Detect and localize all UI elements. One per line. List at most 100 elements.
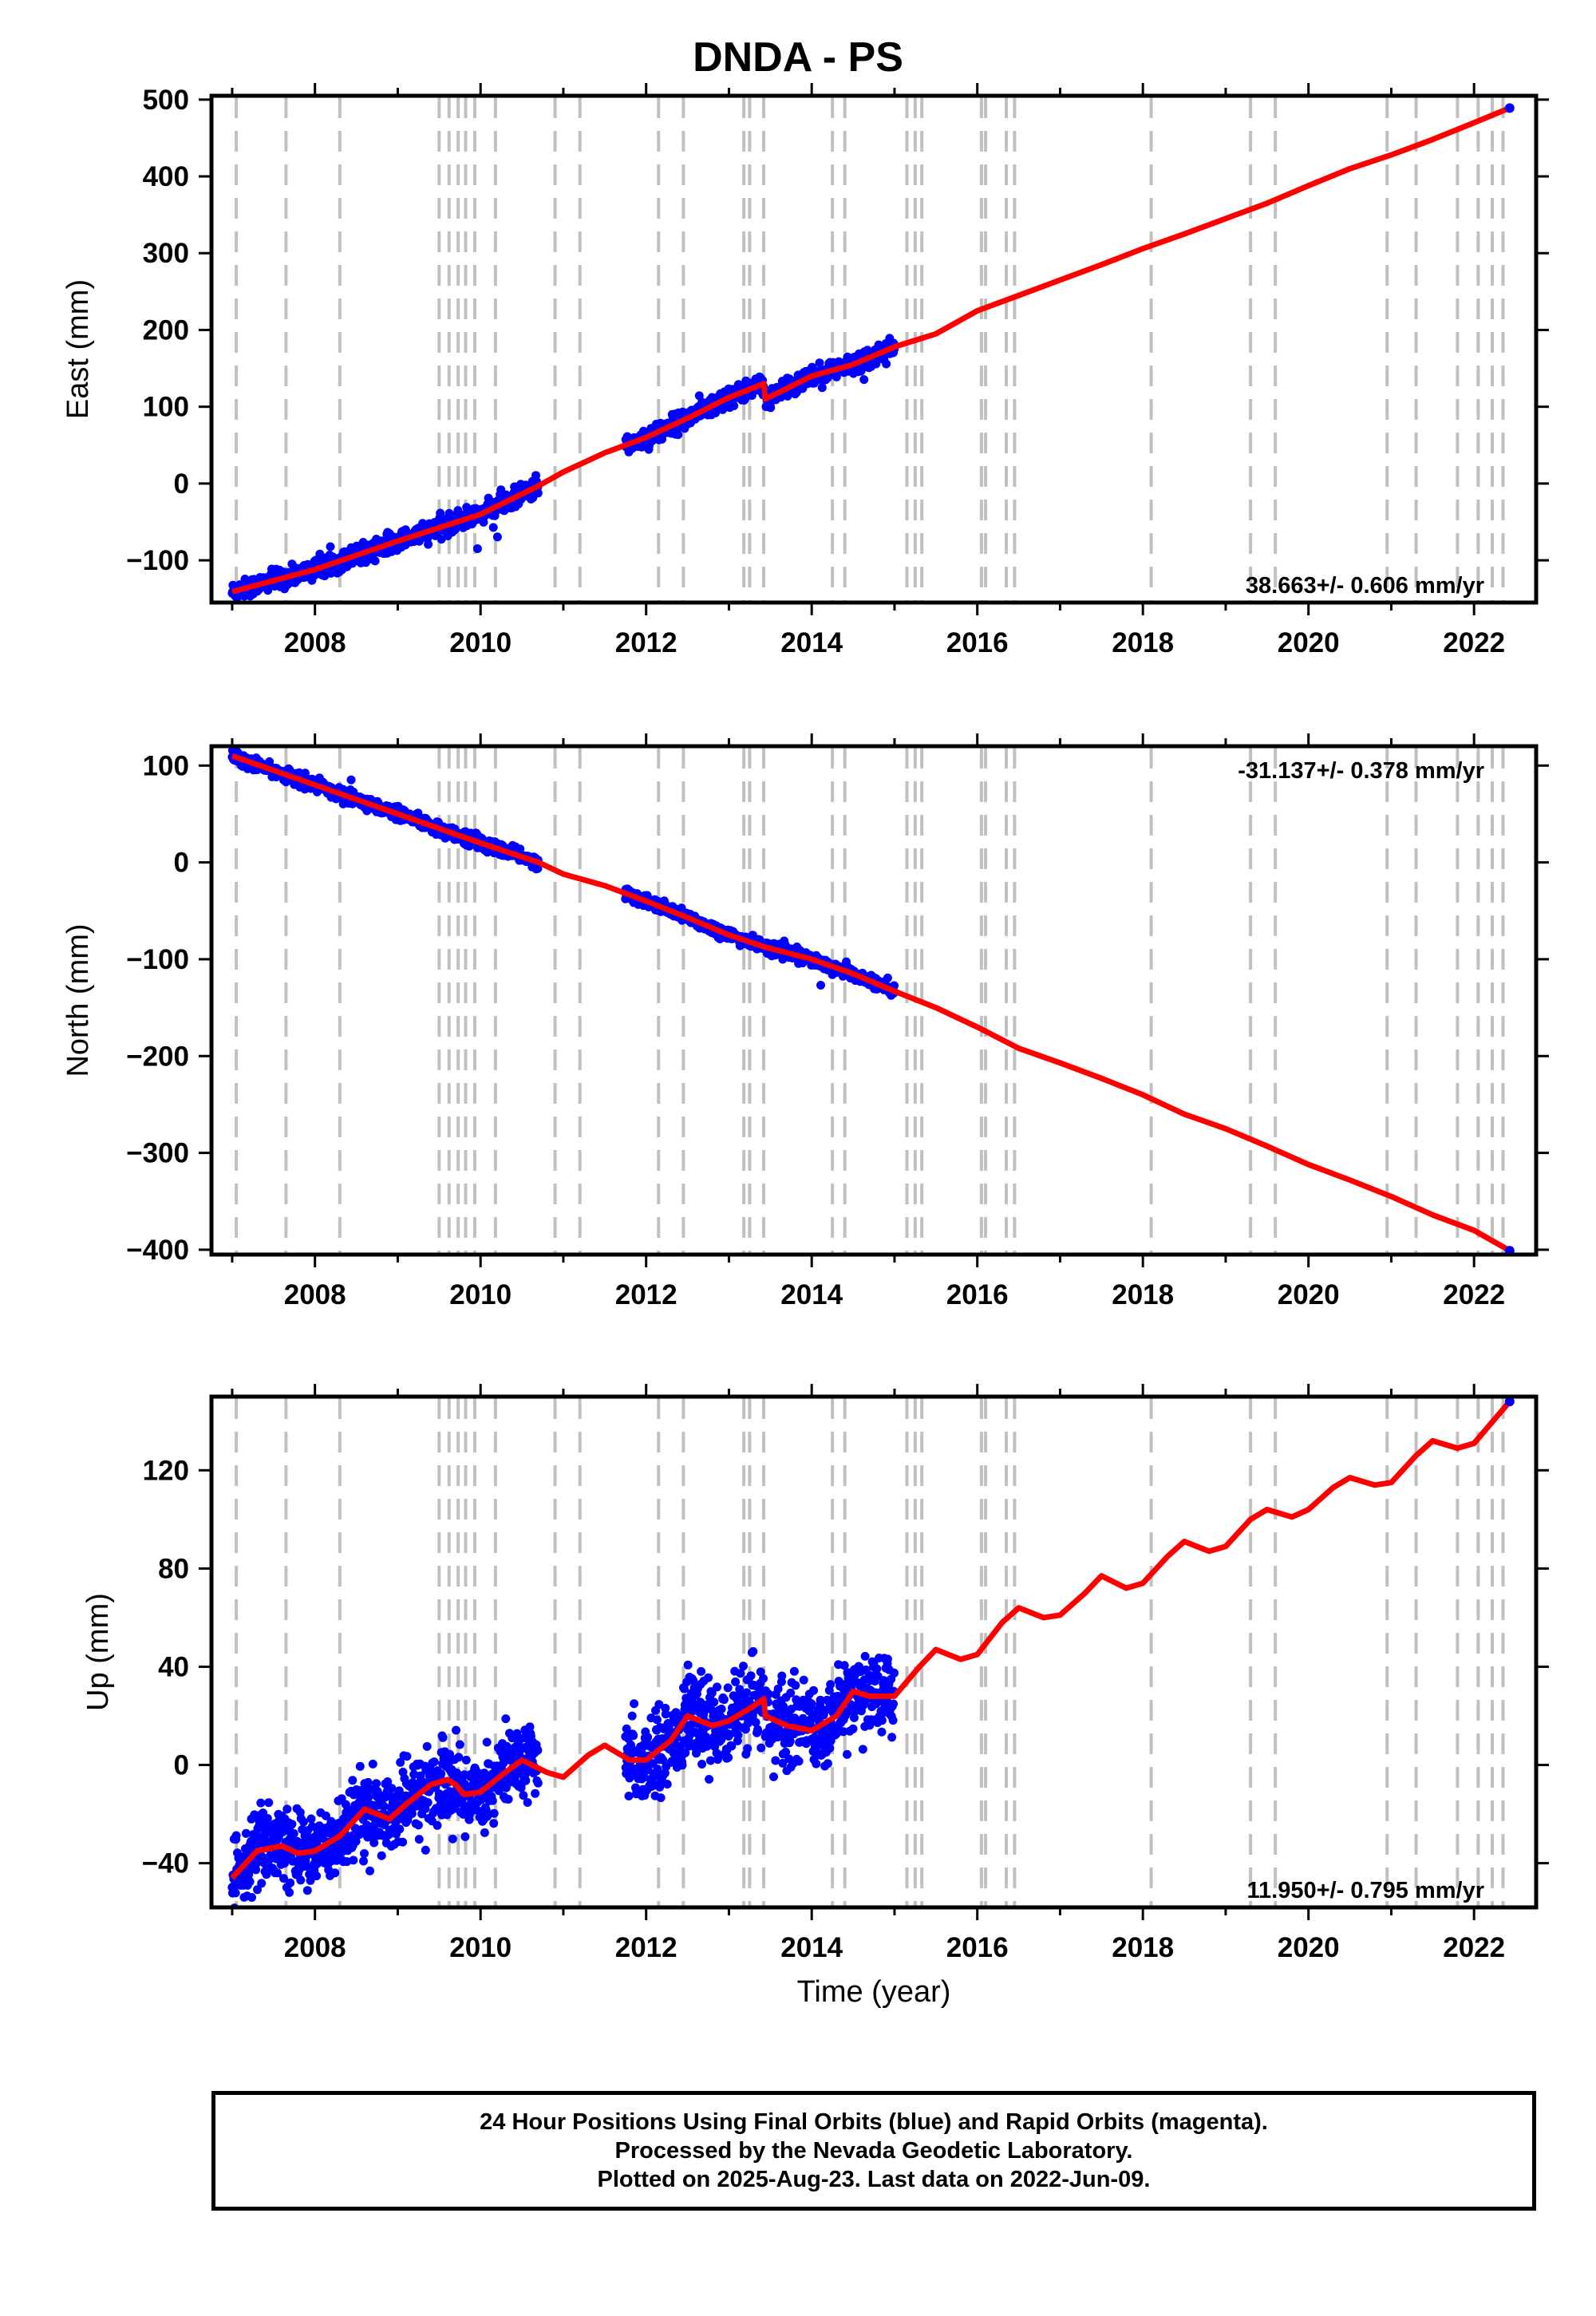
caption-line-1: 24 Hour Positions Using Final Orbits (bl…	[480, 2109, 1268, 2135]
up-data-point	[746, 1671, 756, 1681]
up-data-point	[279, 1874, 288, 1883]
up-xtick-label: 2010	[449, 1932, 512, 1963]
up-data-point	[785, 1737, 795, 1746]
up-data-point	[533, 1745, 543, 1755]
up-data-point	[749, 1646, 758, 1656]
up-data-point	[350, 1824, 360, 1833]
up-data-point	[872, 1664, 882, 1674]
up-data-point	[769, 1772, 778, 1781]
up-data-point	[330, 1868, 340, 1878]
up-data-point	[678, 1761, 687, 1770]
up-data-point	[402, 1752, 412, 1761]
up-data-point	[368, 1759, 377, 1769]
up-data-point	[250, 1810, 259, 1820]
up-panel: 2008 2010 2012 2014 2016 2018 2020 2022−4004080…	[81, 1384, 1549, 2009]
up-data-point	[662, 1780, 672, 1789]
north-data-point	[346, 775, 356, 785]
north-data-point	[533, 864, 543, 873]
up-data-point	[689, 1676, 698, 1686]
up-frame	[209, 1394, 1539, 1910]
up-data-point	[231, 1831, 241, 1840]
up-xtick-label: 2008	[284, 1932, 346, 1963]
east-ytick-label: 0	[174, 468, 189, 500]
up-data-point	[489, 1819, 499, 1828]
east-data-point	[729, 401, 739, 410]
up-data-point	[233, 1935, 242, 1944]
up-data-point	[501, 1714, 511, 1724]
up-data-point	[713, 1755, 722, 1765]
up-data-point	[839, 1661, 849, 1670]
up-data-point	[627, 1711, 637, 1721]
east-xtick-label: 2012	[615, 627, 678, 658]
up-data-point	[781, 1747, 791, 1757]
east-data-point	[453, 506, 463, 516]
up-data-point	[791, 1681, 800, 1690]
up-data-point	[296, 1875, 306, 1885]
north-ytick-label: −200	[126, 1041, 189, 1072]
up-ytick-label: 0	[174, 1750, 189, 1781]
up-data-point	[231, 1888, 240, 1898]
up-data-point	[778, 1758, 788, 1768]
up-data-point	[263, 1814, 272, 1823]
east-xtick-label: 2008	[284, 627, 346, 658]
up-data-point	[257, 1879, 267, 1888]
up-data-point	[807, 1699, 816, 1709]
up-data-point	[321, 1811, 330, 1820]
up-data-point	[839, 1727, 848, 1737]
up-data-point	[253, 1885, 262, 1895]
up-data-point	[743, 1744, 753, 1753]
up-xtick-label: 2018	[1112, 1932, 1174, 1963]
up-data-point	[739, 1662, 748, 1671]
east-model-line	[231, 105, 1511, 595]
east-data-point	[472, 544, 482, 553]
up-data-point	[396, 1757, 405, 1767]
up-data-point	[256, 1798, 266, 1808]
up-data-point	[379, 1801, 389, 1811]
up-data-point	[697, 1760, 707, 1769]
up-data-point	[658, 1755, 667, 1765]
caption-box: 24 Hour Positions Using Final Orbits (bl…	[211, 2091, 1536, 2211]
east-rate-label: 38.663+/- 0.606 mm/yr	[1246, 573, 1484, 599]
up-data-point	[890, 1668, 899, 1678]
up-data-point	[661, 1709, 670, 1719]
up-data-point	[359, 1856, 368, 1866]
up-data-point	[751, 1717, 760, 1727]
up-data-point	[724, 1753, 733, 1762]
east-data-point	[488, 523, 498, 532]
up-data-point	[848, 1724, 858, 1733]
up-data-point	[306, 1814, 316, 1824]
up-data-point	[521, 1776, 531, 1785]
up-data-point	[826, 1680, 836, 1690]
up-data-point	[363, 1777, 373, 1787]
up-data-point	[422, 1741, 432, 1751]
up-data-point	[652, 1715, 662, 1725]
gps-timeseries-figure: 2008 2010 2012 2014 2016 2018 2020 2022−1000100…	[61, 83, 1549, 2009]
up-data-point	[705, 1756, 715, 1765]
up-data-point	[849, 1713, 859, 1722]
up-data-point	[349, 1856, 358, 1865]
north-xtick-label: 2020	[1278, 1279, 1340, 1310]
up-data-point	[394, 1786, 404, 1796]
east-data-point	[533, 488, 543, 498]
up-data-point	[843, 1749, 851, 1759]
up-data-point	[421, 1845, 430, 1855]
east-panel: 2008 2010 2012 2014 2016 2018 2020 2022−1000100…	[61, 83, 1549, 658]
up-data-point	[630, 1699, 639, 1709]
up-data-point	[643, 1733, 653, 1742]
up-data-point	[289, 1829, 298, 1838]
up-data-point	[825, 1744, 835, 1753]
up-data-point	[705, 1775, 714, 1784]
up-xtick-label: 2020	[1278, 1932, 1340, 1963]
up-data-point	[429, 1757, 439, 1767]
up-data-point	[264, 1798, 274, 1808]
up-data-point	[773, 1684, 783, 1694]
up-data-point	[697, 1666, 706, 1676]
east-xtick-label: 2022	[1443, 627, 1505, 658]
up-data-point	[504, 1795, 513, 1804]
up-xtick-label: 2022	[1443, 1932, 1505, 1963]
up-data-point	[887, 1733, 897, 1742]
up-data-point	[365, 1866, 374, 1875]
up-data-point	[629, 1731, 638, 1741]
east-data-point	[766, 403, 776, 413]
up-ytick-label: −40	[142, 1848, 189, 1879]
